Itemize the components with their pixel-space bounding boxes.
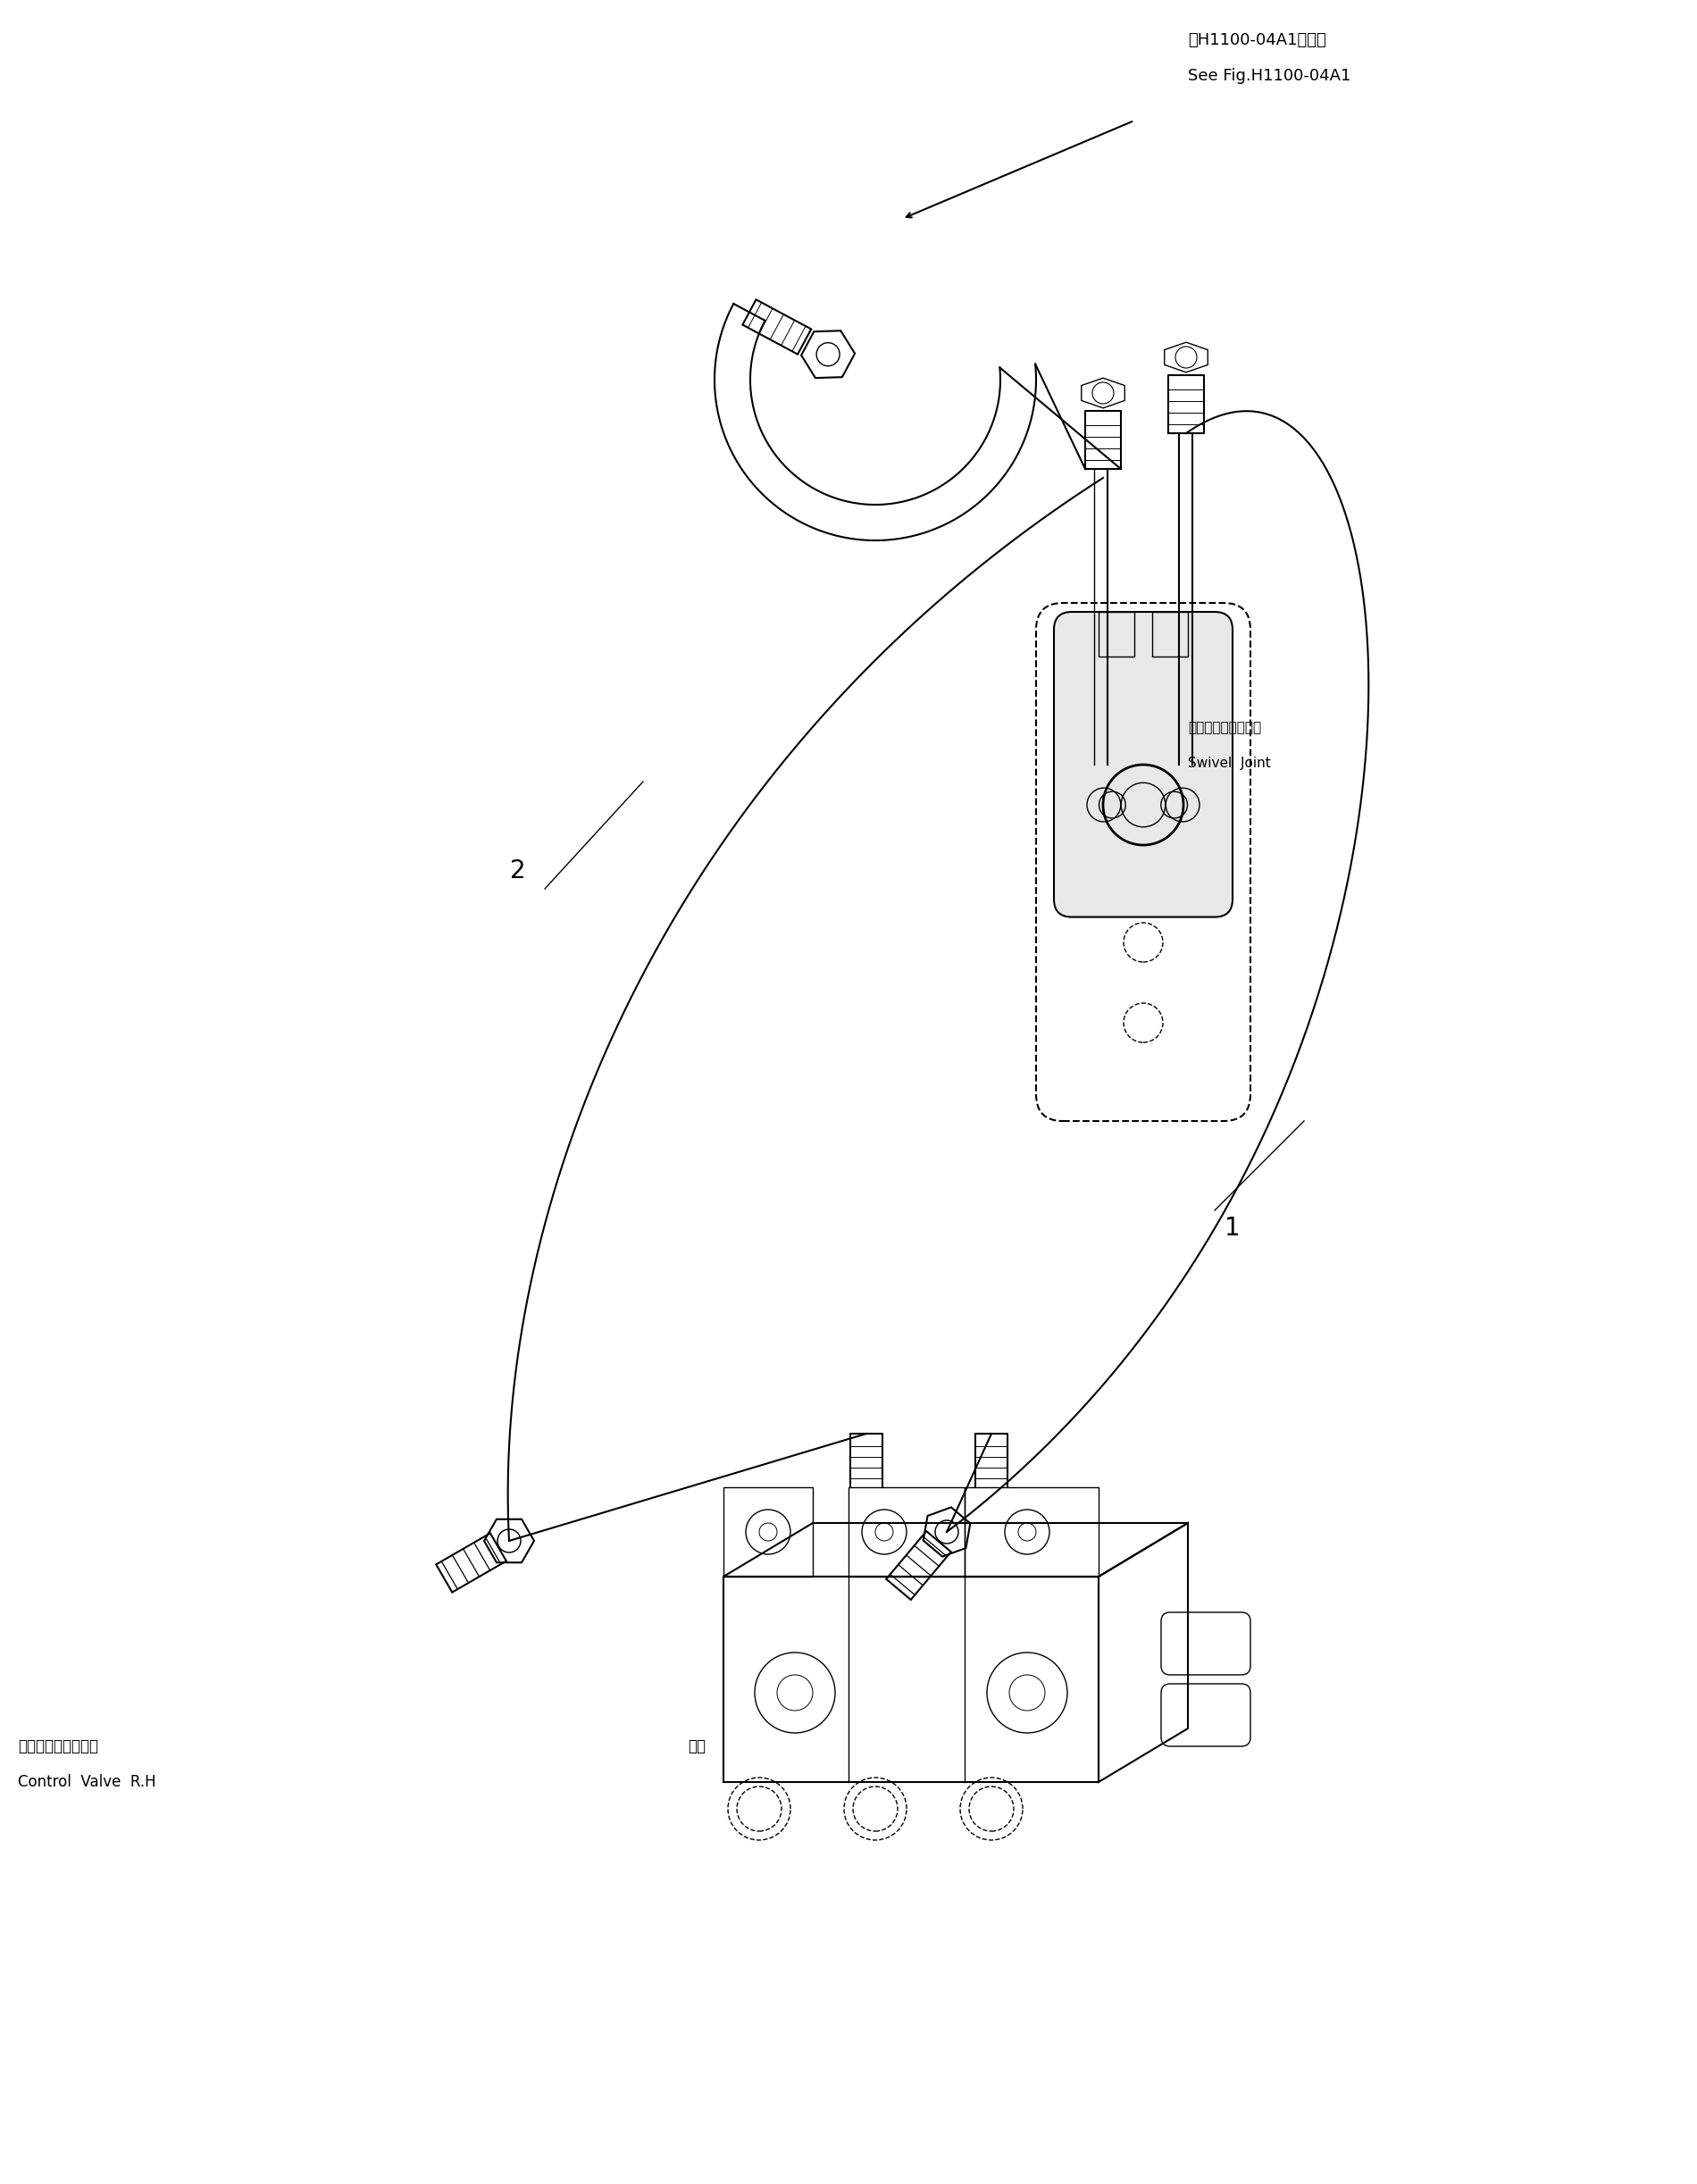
Text: スイベルジョイント: スイベルジョイント bbox=[1188, 721, 1261, 734]
Text: Swivel  Joint: Swivel Joint bbox=[1188, 758, 1271, 771]
Text: 2: 2 bbox=[511, 858, 526, 882]
Text: See Fig.H1100-04A1: See Fig.H1100-04A1 bbox=[1188, 68, 1351, 83]
Text: 第H1100-04A1図参照: 第H1100-04A1図参照 bbox=[1188, 33, 1325, 48]
Text: 1: 1 bbox=[1225, 1216, 1241, 1241]
FancyBboxPatch shape bbox=[1098, 612, 1134, 657]
FancyBboxPatch shape bbox=[1054, 612, 1232, 917]
Text: 右側: 右側 bbox=[687, 1738, 706, 1754]
FancyBboxPatch shape bbox=[1152, 612, 1188, 657]
Text: Control  Valve  R.H: Control Valve R.H bbox=[19, 1773, 156, 1791]
Text: コントロールバルブ: コントロールバルブ bbox=[19, 1738, 98, 1754]
